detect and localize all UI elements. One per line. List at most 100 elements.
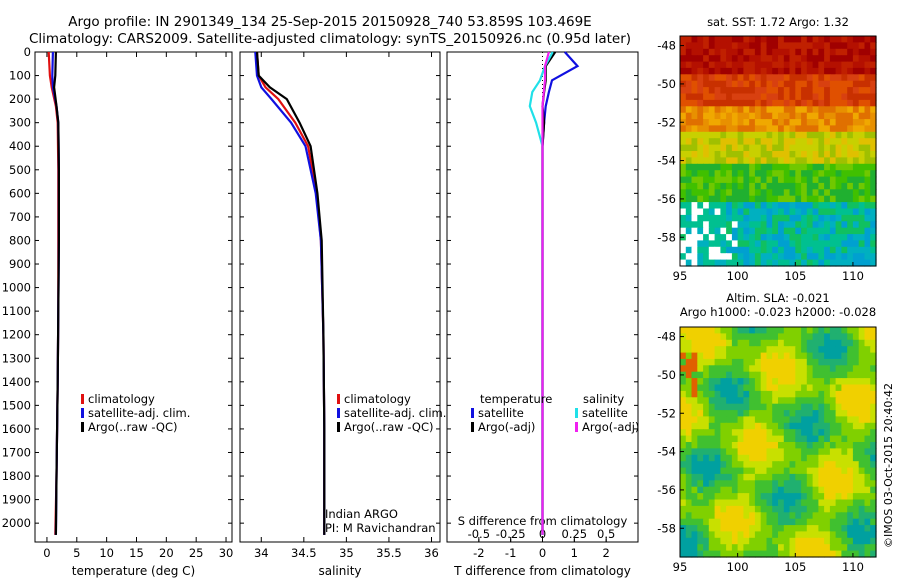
- sst-map-cell: [783, 151, 791, 158]
- sla-map-cell: [685, 525, 693, 533]
- difference-salinity-legend-label: Argo(-adj): [582, 420, 639, 434]
- sst-map-cell: [697, 246, 704, 254]
- sla-map-cell: [754, 442, 762, 449]
- sla-map-cell: [754, 403, 762, 411]
- sla-map-cell: [714, 429, 721, 437]
- sst-map-cell: [801, 259, 808, 267]
- sla-map-cell: [789, 480, 796, 488]
- sst-map-cell: [743, 170, 750, 178]
- sla-map-cell: [714, 461, 721, 469]
- sla-map-cell: [743, 384, 750, 392]
- sla-map-cell: [731, 442, 739, 449]
- salinity-x-tick-label: 34.5: [291, 546, 317, 560]
- sla-map-cell: [778, 486, 785, 494]
- sla-map-cell: [870, 525, 877, 533]
- sla-map-cell: [754, 473, 762, 481]
- sst-map-cell: [685, 253, 693, 261]
- sla-map-cell: [818, 384, 825, 392]
- sla-map-cell: [789, 550, 796, 558]
- sst-map-cell: [789, 253, 796, 261]
- sst-map-cell: [806, 246, 814, 254]
- sla-map-cell: [708, 493, 716, 501]
- sst-map-cell: [858, 99, 866, 107]
- sla-map-cell: [685, 512, 693, 520]
- sla-map-cell: [852, 544, 860, 552]
- sst-map-cell: [737, 253, 744, 261]
- sla-map-cell: [743, 461, 750, 469]
- sla-map-cell: [835, 448, 842, 456]
- sla-map-cell: [749, 505, 756, 513]
- sla-map-cell: [801, 346, 808, 354]
- sst-map-cell: [680, 112, 687, 120]
- sla-map-cell: [760, 486, 768, 494]
- sla-map-cell: [818, 537, 825, 545]
- sla-map-cell: [749, 416, 756, 424]
- sla-map-cell: [783, 493, 791, 501]
- y-tick-label: 1300: [2, 351, 31, 365]
- sla-map-cell: [737, 499, 744, 507]
- sla-map-cell: [685, 486, 693, 494]
- sla-map-cell: [801, 467, 808, 475]
- y-tick-label: 900: [9, 257, 31, 271]
- sst-map-cell: [703, 240, 710, 248]
- sst-map-cell: [801, 112, 808, 120]
- sla-map-cell: [829, 461, 837, 469]
- sst-map-cell: [720, 157, 727, 165]
- sst-map-cell: [783, 61, 791, 69]
- sla-map-cell: [783, 537, 791, 545]
- sla-map-cell: [697, 429, 704, 437]
- sla-map-cell: [731, 339, 739, 347]
- sla-map-cell: [697, 467, 704, 475]
- sst-map-cell: [870, 202, 877, 210]
- sla-map-cell: [806, 531, 814, 539]
- sla-map-cell: [778, 429, 785, 437]
- sla-map-cell: [841, 518, 848, 526]
- sst-map-cell: [824, 144, 831, 152]
- sla-map-cell: [835, 358, 842, 366]
- sla-map-cell: [778, 333, 785, 341]
- sla-map-cell: [737, 461, 744, 469]
- sst-map-cell: [714, 48, 721, 56]
- sla-map-cell: [760, 429, 768, 437]
- sst-map-cell: [818, 138, 825, 146]
- sst-map-cell: [835, 240, 842, 248]
- sla-map-cell: [743, 365, 750, 373]
- sst-map-cell: [795, 119, 802, 127]
- sst-map-cell: [697, 42, 704, 50]
- sst-map-cell: [835, 61, 842, 69]
- sst-map-cell: [737, 112, 744, 120]
- sla-map-cell: [680, 442, 687, 449]
- sla-map-cell: [847, 454, 854, 462]
- sst-map-cell: [731, 195, 739, 203]
- sla-map-cell: [691, 346, 698, 354]
- sst-map-cell: [870, 240, 877, 248]
- sla-map-cell: [760, 544, 768, 552]
- sst-map-cell: [818, 221, 825, 229]
- sla-map-cell: [789, 346, 796, 354]
- sst-map-cell: [818, 48, 825, 56]
- sla-map-cell: [685, 358, 693, 366]
- sla-map-cell: [720, 454, 727, 462]
- sla-map-cell: [847, 486, 854, 494]
- sst-map-cell: [835, 170, 842, 178]
- sla-map-cell: [847, 352, 854, 360]
- sla-map-cell: [858, 525, 866, 533]
- sst-map-cell: [749, 144, 756, 152]
- sst-map-cell: [697, 61, 704, 69]
- sla-map-cell: [720, 486, 727, 494]
- sst-map-cell: [824, 125, 831, 133]
- sla-map-cell: [680, 397, 687, 405]
- sst-map-cell: [783, 157, 791, 165]
- sla-map-cell: [852, 461, 860, 469]
- sst-map-cell: [829, 227, 837, 235]
- sst-map-cell: [870, 253, 877, 261]
- sst-map-cell: [847, 202, 854, 210]
- sla-map-cell: [714, 544, 721, 552]
- sla-map-cell: [720, 397, 727, 405]
- temperature-x-tick-label: 25: [189, 546, 204, 560]
- sst-map-cell: [795, 36, 802, 43]
- sst-map-cell: [766, 144, 773, 152]
- sla-map-x-tick-label: 110: [842, 560, 864, 574]
- sst-map-cell: [835, 74, 842, 82]
- sst-map-cell: [812, 214, 819, 222]
